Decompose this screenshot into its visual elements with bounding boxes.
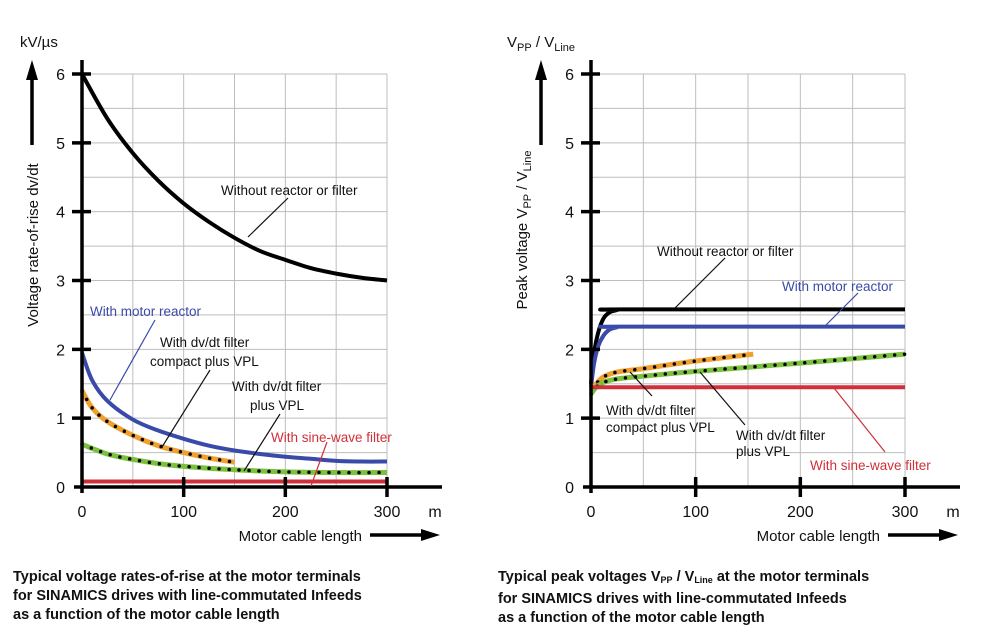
- y-tick-label: 6: [565, 67, 574, 84]
- y-tick-label: 2: [565, 342, 574, 359]
- x-axis-label: Motor cable length: [757, 528, 880, 545]
- label-with-dv-dt-filter-plus-vpl-leader: [699, 371, 746, 426]
- y-tick-label: 6: [56, 67, 65, 84]
- series-without-reactor-or-filter-line: [589, 307, 906, 384]
- label-without-reactor-or-filter-leader: [674, 257, 726, 309]
- y-tick-label: 2: [56, 342, 65, 359]
- y-tick-label: 3: [565, 274, 574, 291]
- label-with-sine-wave-filter: With sine-wave filter: [810, 458, 931, 473]
- series-with-dv-dt-filter-compact-plus-vpl-dots: [589, 352, 755, 392]
- y-tick-label: 3: [56, 274, 65, 291]
- caption-left: Typical voltage rates-of-rise at the mot…: [13, 568, 362, 625]
- label-with-sine-wave-filter-leader: [833, 387, 886, 453]
- y-tick-label: 0: [56, 480, 65, 497]
- x-axis-arrow-head: [421, 529, 440, 541]
- y-unit-label: kV/µs: [20, 34, 58, 51]
- x-tick-label: 100: [682, 504, 709, 521]
- caption-left-line-3: as a function of the motor cable length: [13, 607, 280, 623]
- series-with-motor-reactor-line: [589, 324, 906, 388]
- label-with-dv-dt-filter-compact-plus-vpl: compact plus VPL: [150, 354, 259, 369]
- label-with-dv-dt-filter-compact-plus-vpl-leader: [629, 371, 653, 397]
- grid: [82, 73, 388, 487]
- label-with-dv-dt-filter-plus-vpl: With dv/dt filter: [736, 428, 826, 443]
- x-unit-label: m: [946, 504, 959, 521]
- x-tick-label: 0: [587, 504, 596, 521]
- x-tick-label: 200: [272, 504, 299, 521]
- caption-left-line-1: Typical voltage rates-of-rise at the mot…: [13, 569, 361, 585]
- caption-right-line-1: Typical peak voltages VPP / VLine at the…: [498, 569, 870, 585]
- label-with-dv-dt-filter-plus-vpl: plus VPL: [250, 398, 305, 413]
- caption-right-line-2: for SINAMICS drives with line-commutated…: [498, 591, 847, 607]
- series-with-dv-dt-filter-plus-vpl-line: [81, 441, 388, 476]
- series-without-reactor-or-filter-line: [80, 73, 388, 283]
- x-axis-label: Motor cable length: [239, 528, 362, 545]
- chart-left: 0 1 2 3 4 5 6 0 100 200 300 m Motor cable length With…: [26, 60, 442, 545]
- series-with-dv-dt-filter-compact-plus-vpl-dots: [80, 388, 237, 464]
- x-tick-label: 0: [78, 504, 87, 521]
- chart-right: 0 1 2 3 4 5 6 0 100 200 300 m Motor cable length With…: [535, 60, 960, 545]
- label-with-dv-dt-filter-plus-vpl-leader: [243, 413, 281, 472]
- label-with-motor-reactor-leader: [825, 292, 859, 326]
- x-tick-label: 300: [892, 504, 919, 521]
- label-without-reactor-or-filter: Without reactor or filter: [657, 244, 794, 259]
- y-tick-label: 0: [565, 480, 574, 497]
- x-axis-arrow-head: [939, 529, 958, 541]
- y-tick-label: 4: [56, 205, 65, 222]
- label-with-motor-reactor: With motor reactor: [90, 304, 202, 319]
- x-tick-label: 300: [374, 504, 401, 521]
- x-tick-label: 200: [787, 504, 814, 521]
- y-tick-label: 1: [565, 411, 574, 428]
- label-with-motor-reactor-leader: [109, 319, 156, 401]
- y-tick-label: 4: [565, 205, 574, 222]
- series-with-motor-reactor-line: [80, 352, 388, 464]
- label-with-dv-dt-filter-compact-plus-vpl: compact plus VPL: [606, 420, 715, 435]
- label-with-dv-dt-filter-compact-plus-vpl: With dv/dt filter: [160, 335, 250, 350]
- label-with-dv-dt-filter-plus-vpl: With dv/dt filter: [232, 379, 322, 394]
- y-axis-arrow-head: [535, 60, 547, 80]
- y-axis-label: Voltage rate-of-rise dv/dt: [25, 162, 42, 326]
- y-unit-label-right: VPP / VLine: [507, 34, 575, 54]
- label-with-motor-reactor: With motor reactor: [782, 279, 894, 294]
- label-without-reactor-or-filter: Without reactor or filter: [221, 183, 358, 198]
- y-axis-label-right: Peak voltage VPP / VLine: [514, 151, 534, 310]
- label-with-sine-wave-filter: With sine-wave filter: [271, 430, 392, 445]
- x-unit-label: m: [428, 504, 441, 521]
- y-axis-arrow-head: [26, 60, 38, 80]
- caption-left-line-2: for SINAMICS drives with line-commutated…: [13, 588, 362, 604]
- grid: [591, 73, 906, 487]
- y-tick-label: 1: [56, 411, 65, 428]
- y-tick-label: 5: [56, 136, 65, 153]
- label-with-dv-dt-filter-compact-plus-vpl-leader: [161, 369, 211, 448]
- caption-right: Typical peak voltages VPP / VLine at the…: [498, 568, 869, 628]
- label-with-dv-dt-filter-plus-vpl: plus VPL: [736, 444, 791, 459]
- label-with-dv-dt-filter-compact-plus-vpl: With dv/dt filter: [606, 403, 696, 418]
- label-without-reactor-or-filter-leader: [247, 197, 289, 238]
- caption-right-line-3: as a function of the motor cable length: [498, 610, 765, 626]
- y-tick-label: 5: [565, 136, 574, 153]
- x-tick-label: 100: [170, 504, 197, 521]
- label-with-sine-wave-filter-leader: [310, 441, 328, 487]
